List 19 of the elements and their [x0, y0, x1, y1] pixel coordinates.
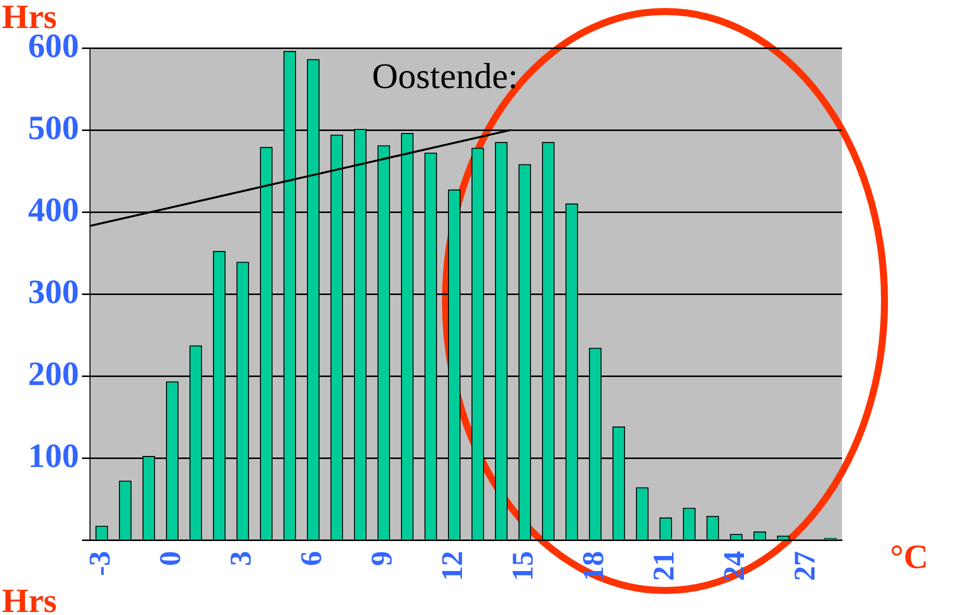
- x-tick-label: 12: [436, 551, 469, 581]
- x-axis-title: °C: [890, 539, 928, 576]
- x-tick-label: 6: [295, 551, 328, 566]
- x-tick-label: 24: [718, 551, 751, 581]
- y-tick-label: 200: [28, 356, 79, 393]
- y-tick-label: 500: [28, 110, 79, 147]
- x-tick-label: 15: [506, 551, 540, 581]
- y-tick-label: 100: [28, 438, 79, 475]
- x-tick-label: 27: [788, 551, 822, 581]
- chart-title: Oostende:: [372, 56, 518, 96]
- y-tick-label: 400: [28, 192, 79, 229]
- x-tick-label: 9: [366, 551, 398, 566]
- x-tick-label: 0: [154, 551, 187, 566]
- y-tick-label: 300: [28, 274, 79, 311]
- x-tick-label: 18: [577, 551, 610, 581]
- x-tick-label: -3: [84, 551, 116, 576]
- x-tick-label: 21: [648, 551, 680, 581]
- x-tick-label: 3: [224, 551, 258, 566]
- text: Hrs: [2, 583, 57, 615]
